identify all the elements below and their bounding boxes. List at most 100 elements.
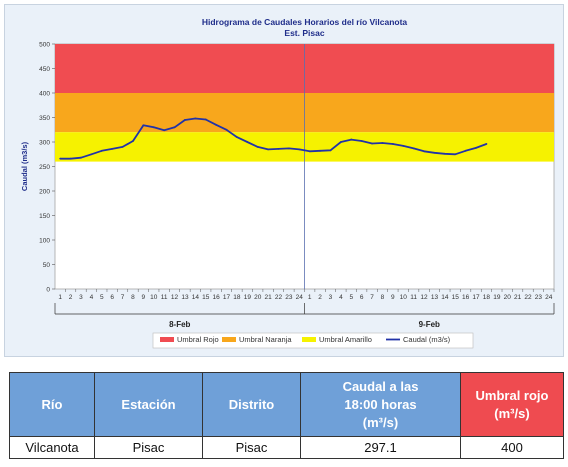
- data-point: [350, 138, 353, 141]
- x-tick-label-30: 7: [370, 294, 374, 301]
- x-tick-label-28: 5: [349, 294, 353, 301]
- y-tick-label-3: 150: [39, 213, 50, 220]
- x-tick-label-46: 23: [535, 294, 543, 301]
- x-tick-label-3: 4: [90, 294, 94, 301]
- data-point: [412, 147, 415, 150]
- x-tick-label-27: 4: [339, 294, 343, 301]
- x-tick-label-5: 6: [110, 294, 114, 301]
- data-point: [80, 156, 82, 159]
- x-tick-label-40: 17: [472, 294, 480, 301]
- x-tick-label-43: 20: [504, 294, 512, 301]
- data-point: [121, 146, 124, 148]
- river-info-table: Río Estación Distrito Caudal a las 18:00…: [9, 372, 564, 459]
- data-point: [433, 151, 436, 154]
- header-caudal-line-1: Caudal a las: [342, 378, 419, 394]
- data-point: [308, 150, 311, 153]
- x-tick-label-14: 15: [202, 294, 210, 301]
- header-umbral-rojo: Umbral rojo (m³/s): [460, 372, 564, 437]
- x-tick-label-32: 9: [391, 294, 395, 301]
- legend-label-2: Umbral Amarillo: [319, 335, 372, 344]
- x-tick-label-45: 22: [524, 294, 532, 301]
- data-point: [423, 150, 425, 153]
- x-tick-label-7: 8: [131, 294, 135, 301]
- data-point: [142, 124, 145, 127]
- data-point: [454, 153, 457, 156]
- data-point: [277, 147, 280, 150]
- x-tick-label-39: 16: [462, 294, 470, 301]
- data-point: [319, 149, 321, 152]
- x-tick-label-19: 20: [254, 294, 262, 301]
- x-group-label-0: 8-Feb: [169, 320, 190, 329]
- data-point: [288, 147, 290, 150]
- x-tick-label-12: 13: [181, 294, 189, 301]
- x-tick-label-11: 12: [171, 294, 179, 301]
- x-tick-label-8: 9: [142, 294, 146, 301]
- x-tick-label-26: 3: [329, 294, 333, 301]
- x-tick-label-24: 1: [308, 294, 312, 301]
- x-tick-label-34: 11: [410, 294, 417, 301]
- x-tick-label-9: 10: [150, 294, 158, 301]
- data-point: [194, 117, 197, 120]
- x-tick-label-20: 21: [264, 294, 272, 301]
- x-tick-label-13: 14: [192, 294, 200, 301]
- x-tick-label-6: 7: [121, 294, 125, 301]
- x-tick-label-41: 18: [483, 294, 491, 301]
- header-rio: Río: [9, 372, 95, 437]
- header-estacion: Estación: [94, 372, 203, 437]
- x-tick-label-17: 18: [233, 294, 241, 301]
- data-point: [132, 140, 134, 142]
- x-tick-label-22: 23: [285, 294, 293, 301]
- data-point: [443, 152, 446, 155]
- x-tick-label-31: 8: [381, 294, 385, 301]
- data-point: [329, 149, 332, 152]
- data-point: [184, 119, 186, 121]
- x-tick-label-15: 16: [213, 294, 221, 301]
- x-tick-label-21: 22: [275, 294, 283, 301]
- legend-swatch-0: [160, 337, 174, 342]
- header-caudal-line-2: 18:00 horas: [344, 396, 417, 412]
- data-point: [100, 149, 103, 152]
- data-point: [339, 141, 342, 143]
- x-tick-label-0: 1: [58, 294, 62, 301]
- y-tick-label-2: 100: [39, 237, 50, 244]
- table-row: Vilcanota Pisac Pisac 297.1 400: [9, 436, 564, 459]
- y-tick-label-7: 350: [39, 115, 50, 122]
- y-tick-label-5: 250: [39, 164, 50, 171]
- data-point: [236, 136, 238, 139]
- data-point: [360, 140, 363, 142]
- cell-rio: Vilcanota: [9, 436, 95, 459]
- table-header-row: Río Estación Distrito Caudal a las 18:00…: [9, 372, 564, 437]
- x-group-label-1: 9-Feb: [419, 320, 440, 329]
- legend-label-1: Umbral Naranja: [239, 335, 292, 344]
- chart-frame: Hidrograma de Caudales Horarios del río …: [4, 4, 564, 357]
- data-point: [298, 148, 301, 151]
- y-tick-label-0: 0: [46, 286, 50, 293]
- chart-title: Hidrograma de Caudales Horarios del río …: [202, 17, 408, 27]
- x-tick-label-35: 12: [420, 294, 428, 301]
- x-tick-label-25: 2: [318, 294, 322, 301]
- x-tick-label-47: 24: [545, 294, 553, 301]
- header-distrito: Distrito: [202, 372, 301, 437]
- x-tick-label-10: 11: [161, 294, 168, 301]
- data-point: [163, 129, 166, 132]
- x-tick-label-37: 14: [441, 294, 449, 301]
- cell-caudal: 297.1: [300, 436, 461, 459]
- data-point: [246, 141, 249, 143]
- y-tick-label-8: 400: [39, 90, 50, 97]
- legend-label-3: Caudal (m3/s): [403, 335, 451, 344]
- x-tick-label-33: 10: [400, 294, 408, 301]
- data-point: [267, 148, 270, 151]
- legend-swatch-2: [302, 337, 316, 342]
- y-axis-label: Caudal (m3/s): [20, 141, 29, 191]
- data-point: [402, 145, 405, 147]
- cell-umbral-rojo: 400: [460, 436, 564, 459]
- x-tick-label-16: 17: [223, 294, 231, 301]
- x-tick-label-42: 19: [493, 294, 501, 301]
- data-point: [381, 142, 384, 144]
- x-tick-label-29: 6: [360, 294, 364, 301]
- data-point: [204, 118, 207, 121]
- data-point: [173, 126, 176, 129]
- header-umbral-line-2: (m³/s): [494, 405, 530, 421]
- y-tick-label-1: 50: [43, 262, 51, 269]
- data-point: [59, 157, 62, 160]
